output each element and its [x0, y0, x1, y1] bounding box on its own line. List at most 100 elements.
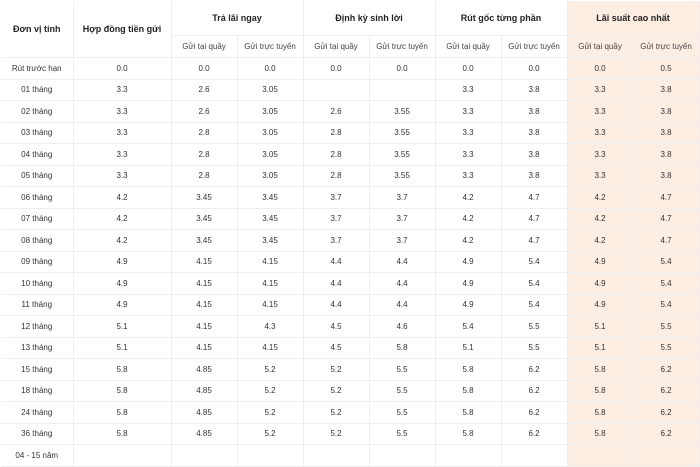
data-row: 18 tháng 5.8 4.85 5.2 5.2 5.5 5.8 6.2 5.8 6.2	[1, 380, 700, 402]
rate-cell: 3.3	[567, 122, 634, 144]
rate-cell: 4.7	[501, 186, 568, 209]
rate-cell: 5.5	[501, 315, 568, 338]
row-label: 18 tháng	[1, 380, 74, 402]
subheader-cell: Gửi tại quầy	[303, 35, 370, 58]
rate-cell: 5.4	[501, 251, 568, 273]
rate-cell: 4.4	[303, 251, 370, 273]
row-label: 01 tháng	[1, 79, 74, 101]
rate-cell: 3.8	[501, 143, 568, 166]
row-label: 12 tháng	[1, 315, 74, 338]
subheader-cell: Gửi tại quầy	[567, 35, 634, 58]
rate-cell: 4.9	[73, 294, 172, 316]
rate-cell: 3.55	[369, 165, 436, 187]
data-row: 01 tháng 3.3 2.6 3.05 3.3 3.8 3.3 3.8	[1, 79, 700, 101]
rate-cell: 0.0	[73, 57, 172, 80]
rate-cell: 3.8	[501, 79, 568, 101]
rate-cell: 5.2	[303, 358, 370, 381]
rate-cell: 3.3	[73, 143, 172, 166]
data-row: 12 tháng 5.1 4.15 4.3 4.5 4.6 5.4 5.5 5.1 5.5	[1, 315, 700, 338]
rate-cell: 3.55	[369, 122, 436, 144]
rate-cell: 3.8	[633, 100, 700, 123]
rate-cell: 5.4	[633, 272, 700, 295]
header-cell: Trả lãi ngay	[171, 1, 304, 36]
rate-cell: 5.2	[303, 401, 370, 424]
rate-cell: 4.9	[567, 294, 634, 316]
rate-cell: 4.7	[501, 208, 568, 230]
data-row: 36 tháng 5.8 4.85 5.2 5.2 5.5 5.8 6.2 5.8 6.2	[1, 423, 700, 445]
rate-cell: 4.15	[171, 294, 238, 316]
rate-cell: 5.4	[633, 251, 700, 273]
rate-cell: 3.8	[633, 143, 700, 166]
rate-cell: 2.8	[171, 165, 238, 187]
rate-cell: 4.2	[73, 229, 172, 252]
rate-cell: 5.4	[501, 294, 568, 316]
rate-cell: 5.5	[369, 380, 436, 402]
rate-cell: 2.6	[171, 100, 238, 123]
rate-cell: 4.2	[73, 186, 172, 209]
rate-cell: 4.4	[369, 294, 436, 316]
rate-cell: 4.4	[369, 272, 436, 295]
rate-cell: 4.7	[633, 208, 700, 230]
rate-cell: 2.8	[171, 122, 238, 144]
row-label: 04 - 15 năm	[1, 444, 74, 467]
header-row: Đơn vị tính Hợp đồng tiền gửi Trả lãi ngay…	[1, 1, 700, 58]
rate-cell: 5.2	[303, 380, 370, 402]
rate-cell: 3.45	[237, 186, 304, 209]
row-label: 15 tháng	[1, 358, 74, 381]
rate-cell: 3.3	[567, 79, 634, 101]
rate-cell: 5.8	[435, 358, 502, 381]
data-row: 09 tháng 4.9 4.15 4.15 4.4 4.4 4.9 5.4 4.9 5.4	[1, 251, 700, 273]
rate-cell: 4.7	[501, 229, 568, 252]
rate-cell: 3.7	[303, 186, 370, 209]
header-cell: Lãi suất cao nhất	[567, 1, 700, 36]
rate-cell: 5.1	[567, 337, 634, 359]
rate-cell: 4.9	[567, 251, 634, 273]
rate-cell: 3.3	[567, 143, 634, 166]
rate-cell	[73, 444, 172, 467]
rate-cell: 3.7	[369, 229, 436, 252]
rate-cell: 5.2	[237, 423, 304, 445]
header-cell: Rút gốc từng phần	[435, 1, 568, 36]
rate-cell: 4.7	[633, 229, 700, 252]
row-label: 09 tháng	[1, 251, 74, 273]
data-row: 03 tháng 3.3 2.8 3.05 2.8 3.55 3.3 3.8 3.3 3.8	[1, 122, 700, 144]
row-label: 10 tháng	[1, 272, 74, 295]
rate-cell: 5.8	[567, 380, 634, 402]
rate-cell: 3.8	[633, 165, 700, 187]
rate-cell: 3.3	[435, 165, 502, 187]
header-cell: Định kỳ sinh lời	[303, 1, 436, 36]
rate-cell: 0.0	[501, 57, 568, 80]
row-label: 11 tháng	[1, 294, 74, 316]
rate-cell: 4.4	[369, 251, 436, 273]
rate-cell: 0.0	[303, 57, 370, 80]
rate-cell: 5.8	[73, 380, 172, 402]
rate-cell: 3.7	[369, 208, 436, 230]
row-label: 07 tháng	[1, 208, 74, 230]
rate-cell: 4.15	[171, 272, 238, 295]
rate-cell: 4.2	[435, 186, 502, 209]
rate-cell: 0.0	[237, 57, 304, 80]
rate-cell: 3.3	[435, 122, 502, 144]
rate-cell: 5.8	[435, 423, 502, 445]
rate-cell: 6.2	[633, 401, 700, 424]
rate-cell: 3.3	[567, 100, 634, 123]
rate-cell	[303, 79, 370, 101]
rate-cell: 2.8	[303, 165, 370, 187]
data-row: 15 tháng 5.8 4.85 5.2 5.2 5.5 5.8 6.2 5.8 6.2	[1, 358, 700, 381]
rate-cell: 0.0	[171, 57, 238, 80]
rate-cell	[369, 444, 436, 467]
row-label: 02 tháng	[1, 100, 74, 123]
subheader-cell: Gửi tại quầy	[171, 35, 238, 58]
rate-cell: 6.2	[501, 358, 568, 381]
rate-cell: 5.8	[73, 358, 172, 381]
rate-cell: 3.8	[501, 122, 568, 144]
rate-cell: 3.8	[501, 100, 568, 123]
rate-cell: 5.1	[435, 337, 502, 359]
rate-cell: 5.5	[501, 337, 568, 359]
rate-cell: 5.8	[73, 423, 172, 445]
rate-cell: 3.45	[171, 229, 238, 252]
rate-cell: 3.3	[435, 143, 502, 166]
subheader-cell: Gửi tại quầy	[435, 35, 502, 58]
rate-cell: 3.55	[369, 143, 436, 166]
